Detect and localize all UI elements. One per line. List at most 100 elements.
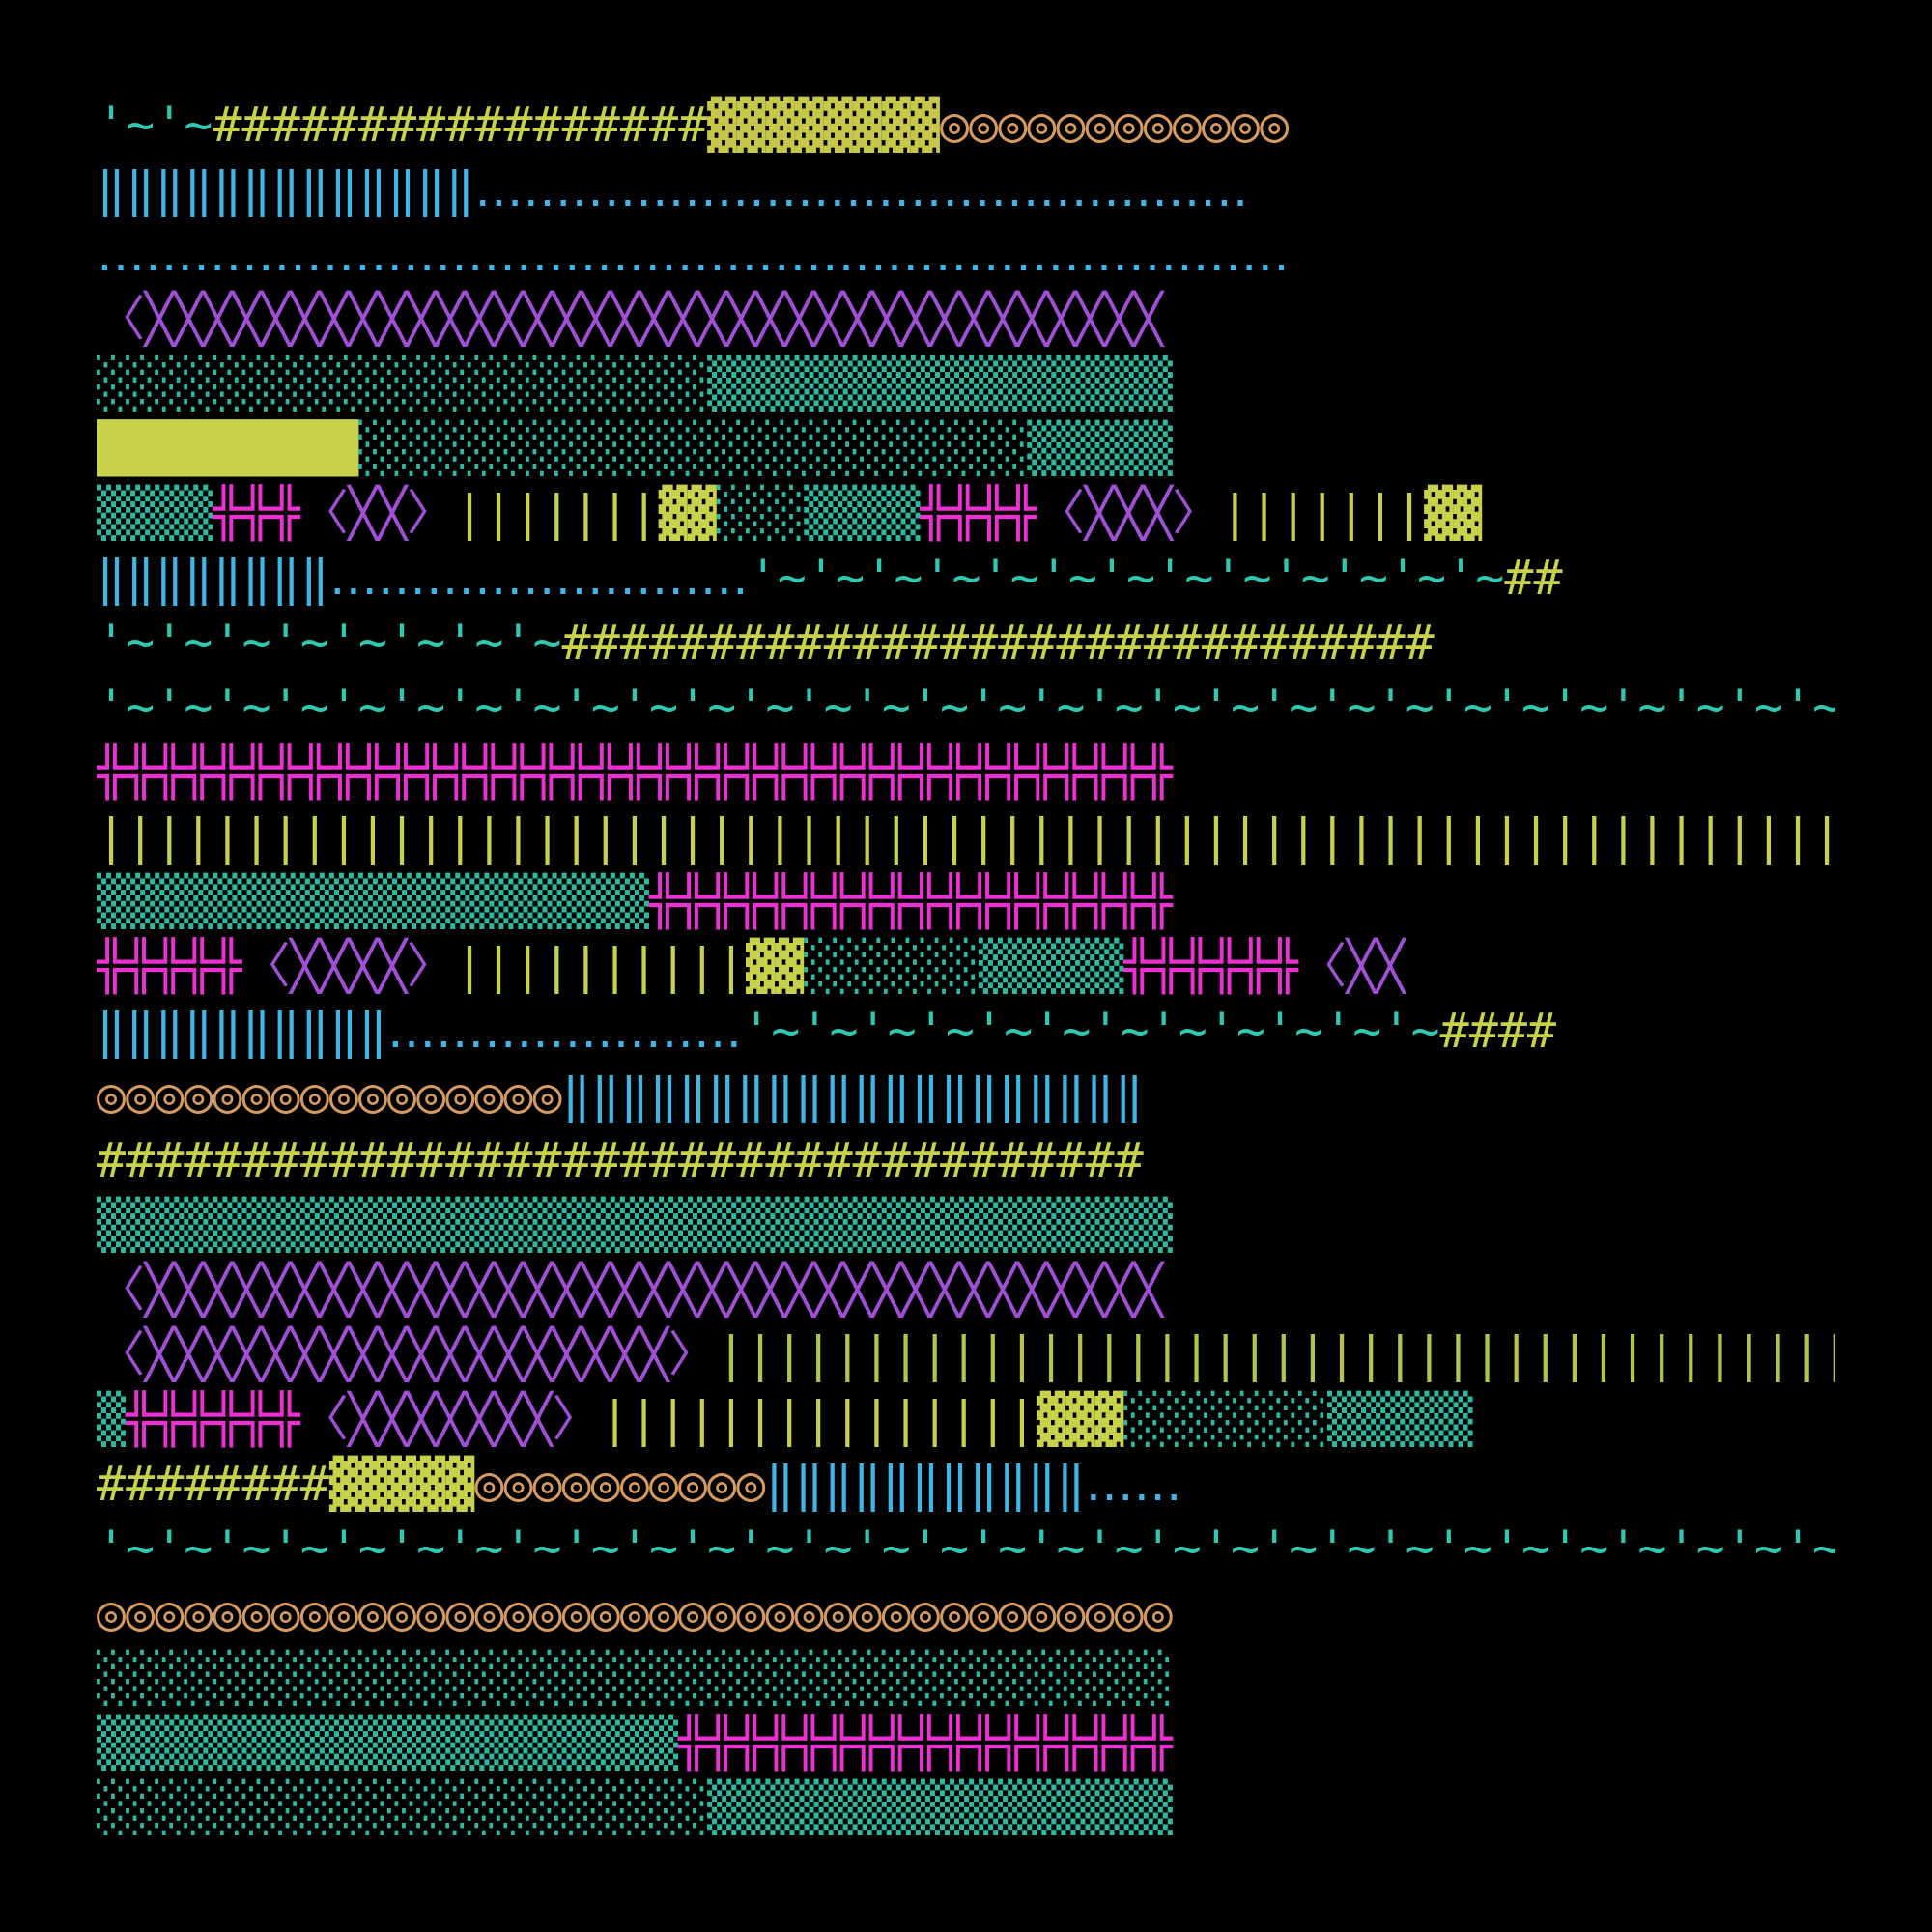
glyph-run: ▒▒▒▒▒ [978, 938, 1124, 994]
glyph-row: ░░░░░░░░░░░░░░░░░░░░░░░░░░░░░░░░░░░░░ [97, 1646, 1835, 1711]
glyph-row: ▒▒▒▒▒▒▒▒▒▒▒▒▒▒▒▒▒▒▒╬╬╬╬╬╬╬╬╬╬╬╬╬╬╬╬╬╬ [97, 869, 1835, 934]
glyph-run: ## [1504, 550, 1563, 606]
glyph-run: ╬╬╬╬╬ [97, 938, 242, 994]
glyph-run: ▓▓ [658, 485, 717, 541]
glyph-run: '~'~'~'~'~'~'~'~'~'~'~'~'~ [748, 550, 1505, 606]
glyph-run: ░░░░░░░░░░░░░░░░░░░░░ [97, 355, 708, 412]
glyph-run: 〈╳╳╳╳╳╳╳╳╳╳╳╳╳╳╳╳╳╳╳╳╳╳╳╳╳╳╳╳╳╳╳╳╳╳╳ [97, 1262, 1163, 1318]
glyph-run: ‥‥‥‥‥‥‥‥‥‥‥ [387, 1003, 743, 1059]
glyph-row: ‥‥‥‥‥‥‥‥‥‥‥‥‥‥‥‥‥‥‥‥‥‥‥‥‥‥‥‥‥‥‥‥‥‥‥‥‥ [97, 222, 1835, 287]
glyph-run: ‥‥‥ [1085, 1456, 1182, 1512]
glyph-run: ||||||| [1220, 485, 1425, 541]
glyph-run: ░░░░░░░░░░░░░░░░░░░░░░░ [357, 420, 1028, 476]
glyph-run: '~'~'~'~'~'~'~'~'~'~'~'~'~'~'~'~'~'~'~'~… [97, 1520, 1835, 1577]
glyph-run: ▒▒▒▒▒▒▒▒▒▒▒▒▒▒▒▒▒▒▒ [97, 873, 649, 929]
glyph-run: 〈╳╳〉 [299, 485, 455, 541]
glyph-run: ◎◎◎◎◎◎◎◎◎◎◎◎ [940, 97, 1290, 153]
glyph-row: ▒╬╬╬╬╬╬〈╳╳╳╳╳╳╳〉|||||||||||||||▓▓▓░░░░░░… [97, 1387, 1835, 1452]
glyph-row: ‖‖‖‖‖‖‖‖‖‖‥‥‥‥‥‥‥‥‥‥‥'~'~'~'~'~'~'~'~'~'… [97, 999, 1835, 1064]
glyph-row: ########▓▓▓▓▓◎◎◎◎◎◎◎◎◎◎‖‖‖‖‖‖‖‖‖‖‖‥‥‥ [97, 1452, 1835, 1517]
glyph-row: ░░░░░░░░░░░░░░░░░░░░░▒▒▒▒▒▒▒▒▒▒▒▒▒▒▒▒ [97, 1776, 1835, 1840]
glyph-row: #################################### [97, 1128, 1835, 1193]
glyph-run: 〈╳╳╳╳╳╳╳╳╳╳╳╳╳╳╳╳╳╳╳╳╳╳╳╳╳╳╳╳╳╳╳╳╳╳╳ [97, 291, 1163, 347]
glyph-run: ▒▒▒▒▒ [1027, 420, 1173, 476]
glyph-run: 〈╳╳╳╳〉 [242, 938, 455, 994]
glyph-run: '~'~'~'~'~'~'~'~'~'~'~'~ [742, 1003, 1440, 1059]
glyph-row: '~'~#################▓▓▓▓▓▓▓▓◎◎◎◎◎◎◎◎◎◎◎… [97, 93, 1835, 157]
glyph-run: ‥‥‥‥‥‥‥‥‥‥‥‥‥‥‥‥‥‥‥‥‥‥‥‥‥‥‥‥‥‥‥‥‥‥‥‥‥ [97, 226, 1290, 282]
glyph-row: 〈╳╳╳╳╳╳╳╳╳╳╳╳╳╳╳╳╳╳╳╳╳╳╳╳╳╳╳╳╳╳╳╳╳╳╳ [97, 1258, 1835, 1322]
glyph-run: 〈╳╳╳╳╳╳╳〉 [299, 1391, 601, 1447]
glyph-run: 〈╳╳╳╳╳╳╳╳╳╳╳╳╳╳╳╳╳╳〉 [97, 1326, 717, 1382]
glyph-run: ||||||||||||||||||||||||||||||||||||||||… [97, 809, 1835, 865]
glyph-row: ▒▒▒▒▒▒▒▒▒▒▒▒▒▒▒▒▒▒▒▒╬╬╬╬╬╬╬╬╬╬╬╬╬╬╬╬╬ [97, 1711, 1835, 1776]
glyph-row: 〈╳╳╳╳╳╳╳╳╳╳╳╳╳╳╳╳╳╳〉||||||||||||||||||||… [97, 1322, 1835, 1387]
glyph-run: ▒▒▒▒▒ [1327, 1391, 1473, 1447]
glyph-run: 〈╳╳ [1297, 938, 1406, 994]
glyph-row: ◎◎◎◎◎◎◎◎◎◎◎◎◎◎◎◎◎◎◎◎◎◎◎◎◎◎◎◎◎◎◎◎◎◎◎◎◎ [97, 1581, 1835, 1646]
glyph-run: ╬╬╬╬╬╬╬╬╬╬╬╬╬╬╬╬╬ [678, 1715, 1173, 1771]
glyph-row: '~'~'~'~'~'~'~'~########################… [97, 611, 1835, 675]
glyph-run: ░░░░░░░░░░░░░░░░░░░░░░░░░░░░░░░░░░░░░ [97, 1650, 1173, 1706]
glyph-run: '~'~ [97, 97, 213, 153]
glyph-run: 〈╳╳╳〉 [1037, 485, 1221, 541]
glyph-row: ▒▒▒▒▒▒▒▒▒▒▒▒▒▒▒▒▒▒▒▒▒▒▒▒▒▒▒▒▒▒▒▒▒▒▒▒▒ [97, 1193, 1835, 1258]
glyph-run: ######## [97, 1456, 329, 1512]
glyph-run: #### [1439, 1003, 1557, 1059]
glyph-run: ‖‖‖‖‖‖‖‖ [97, 550, 329, 606]
glyph-run: ▒▒▒▒ [97, 485, 213, 541]
glyph-run: ▓▓ [1424, 485, 1483, 541]
glyph-run: ╬╬╬╬╬╬╬╬╬╬╬╬╬╬╬╬╬╬ [648, 873, 1173, 929]
glyph-run: '~'~'~'~'~'~'~'~ [97, 614, 562, 670]
glyph-run: ░░░░░░░ [1123, 1391, 1328, 1447]
glyph-run: ░░░░░░ [804, 938, 979, 994]
glyph-row: 〈╳╳╳╳╳╳╳╳╳╳╳╳╳╳╳╳╳╳╳╳╳╳╳╳╳╳╳╳╳╳╳╳╳╳╳ [97, 287, 1835, 352]
glyph-row: █████████░░░░░░░░░░░░░░░░░░░░░░░▒▒▒▒▒ [97, 416, 1835, 481]
glyph-row: ░░░░░░░░░░░░░░░░░░░░░▒▒▒▒▒▒▒▒▒▒▒▒▒▒▒▒ [97, 352, 1835, 416]
glyph-run: ################# [213, 97, 708, 153]
glyph-run: ‥‥‥‥‥‥‥‥‥‥‥‥‥ [328, 550, 749, 606]
glyph-run: ◎◎◎◎◎◎◎◎◎◎◎◎◎◎◎◎ [97, 1067, 562, 1123]
glyph-run: '~'~'~'~'~'~'~'~'~'~'~'~'~'~'~'~'~'~'~'~… [97, 679, 1835, 735]
glyph-run: ╬╬╬ [213, 485, 300, 541]
glyph-run: ▒▒▒▒▒▒▒▒▒▒▒▒▒▒▒▒▒▒▒▒ [97, 1715, 679, 1771]
glyph-run: ############################## [561, 614, 1435, 670]
glyph-run: ▒▒▒▒▒▒▒▒▒▒▒▒▒▒▒▒ [707, 355, 1173, 412]
glyph-run: ‖‖‖‖‖‖‖‖‖‖‖ [765, 1456, 1086, 1512]
glyph-row: '~'~'~'~'~'~'~'~'~'~'~'~'~'~'~'~'~'~'~'~… [97, 675, 1835, 740]
glyph-run: ‖‖‖‖‖‖‖‖‖‖‖‖‖ [97, 161, 475, 217]
ascii-art-canvas: '~'~#################▓▓▓▓▓▓▓▓◎◎◎◎◎◎◎◎◎◎◎… [97, 93, 1835, 1841]
glyph-run: ╬╬╬╬╬╬ [126, 1391, 300, 1447]
glyph-run: ||||||| [454, 485, 659, 541]
glyph-row: ‖‖‖‖‖‖‖‖‥‥‥‥‥‥‥‥‥‥‥‥‥'~'~'~'~'~'~'~'~'~'… [97, 546, 1835, 611]
glyph-row: ▒▒▒▒╬╬╬〈╳╳〉|||||||▓▓░░░▒▒▒▒╬╬╬╬〈╳╳╳〉||||… [97, 481, 1835, 546]
glyph-run: ░░░░░░░░░░░░░░░░░░░░░ [97, 1779, 708, 1835]
glyph-run: ‖‖‖‖‖‖‖‖‖‖‖‖‖‖‖‖‖‖‖‖ [561, 1067, 1144, 1123]
glyph-run: ▓▓▓▓▓ [328, 1456, 475, 1512]
glyph-run: ▒▒▒▒ [804, 485, 921, 541]
glyph-run: ╬╬╬╬╬╬ [1123, 938, 1298, 994]
glyph-run: ◎◎◎◎◎◎◎◎◎◎ [474, 1456, 766, 1512]
glyph-row: ╬╬╬╬╬╬╬╬╬╬╬╬╬╬╬╬╬╬╬╬╬╬╬╬╬╬╬╬╬╬╬╬╬╬╬╬╬ [97, 740, 1835, 805]
glyph-run: ▓▓ [745, 938, 805, 994]
glyph-run: ||||||||||||||||||||||||||||||||||||||||… [716, 1326, 1835, 1382]
glyph-run: ▒ [97, 1391, 127, 1447]
glyph-row: ◎◎◎◎◎◎◎◎◎◎◎◎◎◎◎◎‖‖‖‖‖‖‖‖‖‖‖‖‖‖‖‖‖‖‖‖ [97, 1064, 1835, 1128]
glyph-run: ▒▒▒▒▒▒▒▒▒▒▒▒▒▒▒▒▒▒▒▒▒▒▒▒▒▒▒▒▒▒▒▒▒▒▒▒▒ [97, 1197, 1173, 1253]
glyph-run: ╬╬╬╬ [920, 485, 1037, 541]
glyph-run: #################################### [97, 1132, 1144, 1188]
glyph-run: ▓▓▓ [1037, 1391, 1124, 1447]
glyph-run: ▒▒▒▒▒▒▒▒▒▒▒▒▒▒▒▒ [707, 1779, 1173, 1835]
glyph-run: |||||||||| [454, 938, 746, 994]
glyph-run: ▓▓▓▓▓▓▓▓ [707, 97, 940, 153]
glyph-run: ╬╬╬╬╬╬╬╬╬╬╬╬╬╬╬╬╬╬╬╬╬╬╬╬╬╬╬╬╬╬╬╬╬╬╬╬╬ [97, 744, 1173, 800]
glyph-run: ◎◎◎◎◎◎◎◎◎◎◎◎◎◎◎◎◎◎◎◎◎◎◎◎◎◎◎◎◎◎◎◎◎◎◎◎◎ [97, 1585, 1173, 1641]
glyph-run: ||||||||||||||| [600, 1391, 1037, 1447]
glyph-run: █████████ [97, 420, 358, 476]
glyph-row: '~'~'~'~'~'~'~'~'~'~'~'~'~'~'~'~'~'~'~'~… [97, 1517, 1835, 1581]
glyph-run: ‥‥‥‥‥‥‥‥‥‥‥‥‥‥‥‥‥‥‥‥‥‥‥‥ [474, 161, 1249, 217]
glyph-row: ||||||||||||||||||||||||||||||||||||||||… [97, 805, 1835, 869]
glyph-run: ‖‖‖‖‖‖‖‖‖‖ [97, 1003, 388, 1059]
glyph-row: ╬╬╬╬╬〈╳╳╳╳〉||||||||||▓▓░░░░░░▒▒▒▒▒╬╬╬╬╬╬… [97, 934, 1835, 999]
glyph-run: ░░░ [716, 485, 805, 541]
